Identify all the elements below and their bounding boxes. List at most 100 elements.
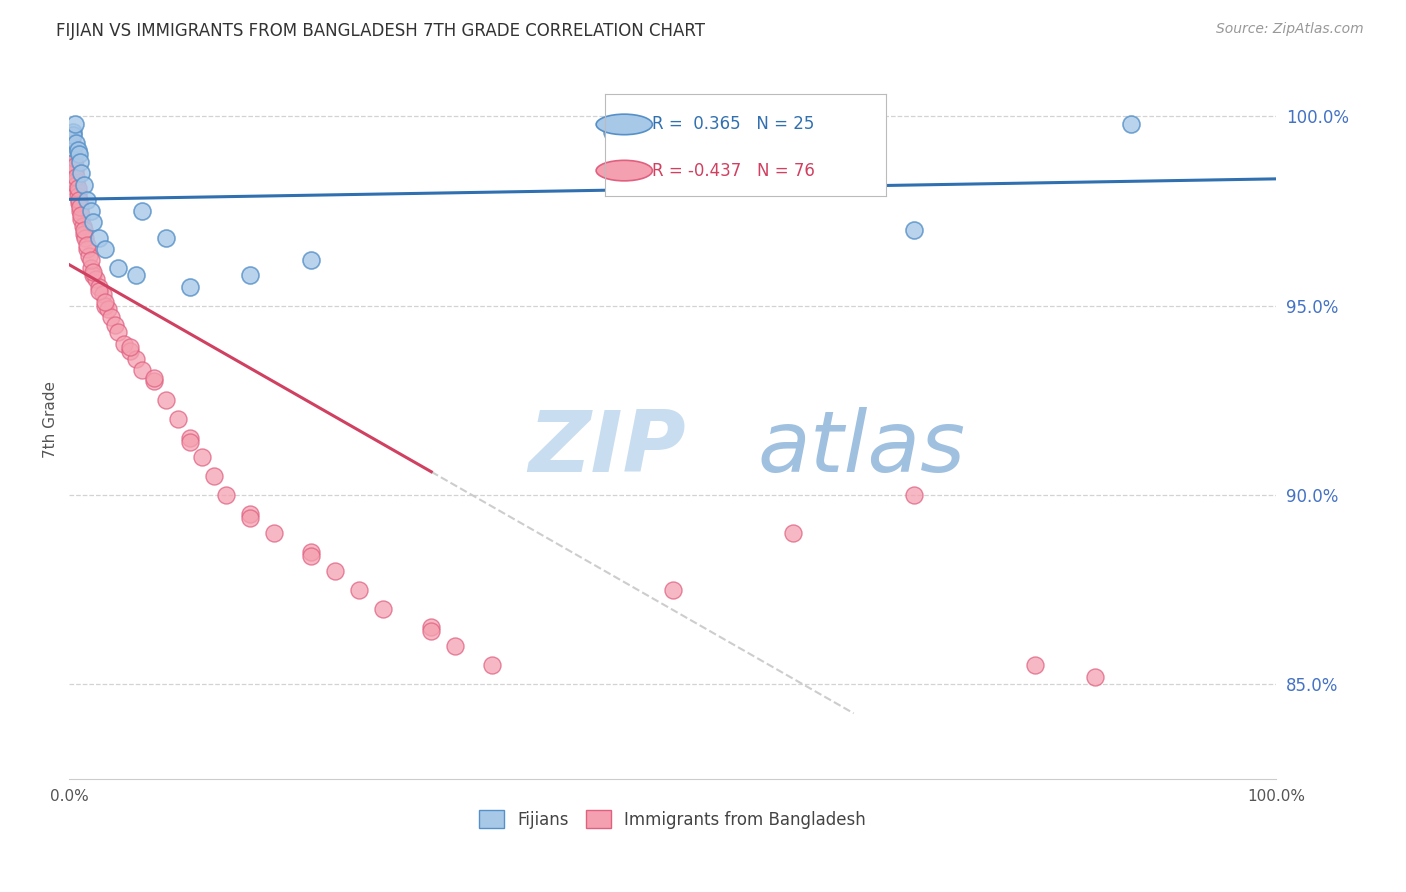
Point (73, 223, 96, 237)
Point (66, 144, 89, 158)
Text: FIJIAN VS IMMIGRANTS FROM BANGLADESH 7TH GRADE CORRELATION CHART: FIJIAN VS IMMIGRANTS FROM BANGLADESH 7TH… (56, 22, 706, 40)
Point (131, 363, 153, 377)
Point (179, 431, 201, 445)
Point (73, 178, 96, 192)
Point (76, 242, 98, 256)
Point (82, 215, 104, 229)
Point (65, 169, 87, 184)
Point (69, 154, 91, 169)
Point (191, 450, 214, 464)
Point (263, 525, 285, 540)
Point (1024, 658, 1046, 673)
Point (94, 299, 117, 313)
Point (65, 159, 87, 173)
Point (76, 238, 98, 252)
Point (59, 139, 82, 153)
Point (104, 318, 127, 332)
Point (100, 310, 122, 324)
Point (69, 200, 91, 214)
Point (65, 162, 87, 177)
Point (299, 253, 322, 268)
Point (80, 260, 103, 275)
Y-axis label: 7th Grade: 7th Grade (44, 381, 58, 458)
Point (371, 601, 394, 615)
Point (239, 510, 262, 524)
Point (73, 227, 96, 241)
Point (62, 147, 84, 161)
Point (903, 223, 925, 237)
Point (76, 193, 98, 207)
Point (1084, 670, 1107, 684)
Point (155, 393, 177, 408)
Point (73, 230, 96, 244)
Legend: Fijians, Immigrants from Bangladesh: Fijians, Immigrants from Bangladesh (472, 804, 873, 835)
Point (155, 230, 177, 244)
Point (65, 178, 87, 192)
Point (62, 128, 84, 143)
Point (60, 136, 83, 150)
Text: Source: ZipAtlas.com: Source: ZipAtlas.com (1216, 22, 1364, 37)
Point (142, 375, 165, 389)
Point (142, 370, 165, 384)
Point (66, 181, 89, 195)
Point (215, 488, 238, 502)
Point (63, 151, 86, 165)
Point (602, 124, 624, 138)
Point (84, 272, 107, 286)
Point (107, 260, 129, 275)
Point (69, 204, 91, 219)
Point (62, 124, 84, 138)
Point (65, 166, 87, 180)
Point (94, 242, 117, 256)
Point (89, 284, 111, 298)
Point (166, 412, 188, 426)
Point (661, 582, 683, 597)
Point (179, 279, 201, 293)
Point (903, 488, 925, 502)
Point (239, 268, 262, 283)
Point (89, 230, 111, 244)
Point (347, 582, 370, 597)
Point (89, 279, 111, 293)
Point (97, 302, 120, 317)
Point (60, 139, 83, 153)
Point (112, 336, 135, 351)
Point (59, 128, 82, 143)
Point (65, 136, 87, 150)
Point (323, 564, 346, 578)
Point (67, 193, 90, 207)
Point (124, 351, 146, 366)
Point (66, 189, 89, 203)
Point (124, 268, 146, 283)
Point (118, 344, 141, 359)
Point (62, 147, 84, 161)
Point (66, 185, 89, 199)
Text: R =  0.365   N = 25: R = 0.365 N = 25 (652, 115, 814, 134)
Point (67, 196, 90, 211)
Point (63, 154, 86, 169)
Point (420, 624, 443, 639)
Point (91, 287, 114, 301)
Point (299, 549, 322, 563)
Point (118, 340, 141, 354)
Circle shape (596, 114, 652, 135)
Point (62, 144, 84, 158)
Text: R = -0.437   N = 76: R = -0.437 N = 76 (652, 161, 815, 179)
Point (420, 620, 443, 634)
Point (179, 434, 201, 449)
Point (94, 294, 117, 309)
Circle shape (596, 161, 652, 181)
Text: ZIP: ZIP (527, 407, 686, 490)
Point (299, 545, 322, 559)
Point (444, 640, 467, 654)
Text: atlas: atlas (758, 407, 965, 490)
Point (65, 117, 87, 131)
Point (63, 159, 86, 173)
Point (70, 208, 93, 222)
Point (70, 166, 93, 180)
Point (65, 174, 87, 188)
Point (77, 250, 100, 264)
Point (82, 268, 104, 283)
Point (239, 507, 262, 521)
Point (1121, 117, 1143, 131)
